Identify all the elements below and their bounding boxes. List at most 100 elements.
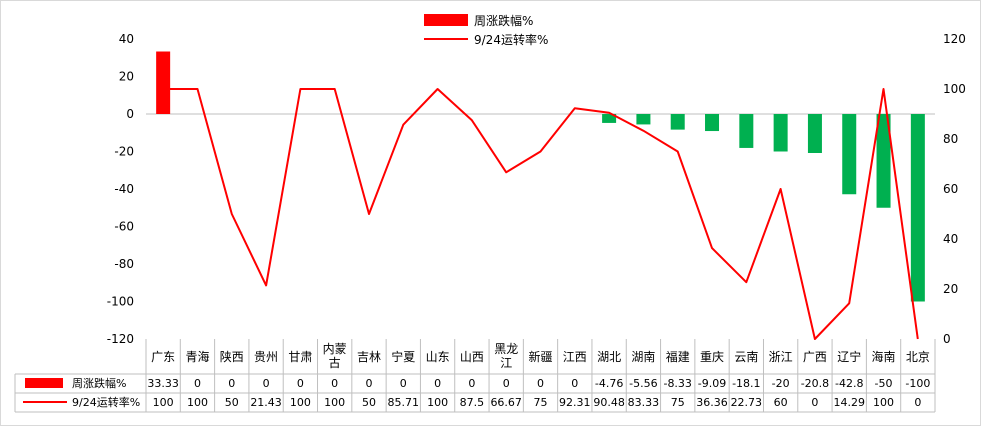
- category-label: 黑龙: [494, 342, 518, 356]
- table-bar-value: 0: [503, 377, 510, 390]
- category-label: 陕西: [220, 349, 244, 364]
- category-label: 青海: [185, 349, 209, 364]
- table-line-value: 0: [811, 396, 818, 409]
- left-axis-tick-label: -20: [114, 145, 134, 159]
- table-line-value: 60: [774, 396, 788, 409]
- table-line-value: 21.43: [250, 396, 282, 409]
- category-label: 湖北: [597, 349, 621, 364]
- right-axis-tick-label: 120: [943, 32, 966, 46]
- category-label: 福建: [666, 349, 690, 364]
- table-bar-value: 0: [400, 377, 407, 390]
- right-axis-tick-label: 40: [943, 232, 958, 246]
- table-line-value: 0: [914, 396, 921, 409]
- table-line-value: 22.73: [731, 396, 763, 409]
- table-bar-value: -18.1: [732, 377, 760, 390]
- table-bar-value: -100: [905, 377, 930, 390]
- table-bar-value: 0: [571, 377, 578, 390]
- category-label: 北京: [906, 350, 930, 364]
- table-bar-value: -42.8: [835, 377, 863, 390]
- table-bar-value: 0: [194, 377, 201, 390]
- table-line-value: 87.5: [460, 396, 485, 409]
- table-line-value: 50: [225, 396, 239, 409]
- table-line-value: 100: [290, 396, 311, 409]
- table-line-value: 92.31: [559, 396, 591, 409]
- table-bar-value: -20: [772, 377, 790, 390]
- left-axis-tick-label: -80: [114, 257, 134, 271]
- table-line-value: 100: [153, 396, 174, 409]
- table-line-value: 85.71: [388, 396, 420, 409]
- category-label: 广东: [151, 350, 175, 364]
- legend-bar-swatch: [424, 14, 468, 26]
- category-label: 贵州: [254, 350, 278, 364]
- right-axis-tick-label: 100: [943, 82, 966, 96]
- table-bar-value: 0: [228, 377, 235, 390]
- left-axis-tick-label: 20: [119, 70, 134, 84]
- table-bar-value: 0: [263, 377, 270, 390]
- category-label: 浙江: [769, 350, 793, 364]
- category-label: 云南: [734, 349, 758, 364]
- table-bar-value: 33.33: [147, 377, 179, 390]
- bar-辽宁: [842, 114, 856, 194]
- table-bar-series-label: 周涨跌幅%: [72, 376, 126, 390]
- bar-广西: [808, 114, 822, 153]
- category-label: 内蒙: [323, 342, 347, 356]
- table-line-value: 75: [671, 396, 685, 409]
- table-bar-value: -4.76: [595, 377, 623, 390]
- category-label: 湖南: [631, 349, 655, 364]
- category-label: 吉林: [357, 350, 381, 364]
- table-bar-value: 0: [468, 377, 475, 390]
- table-line-value: 75: [534, 396, 548, 409]
- legend-line-label: 9/24运转率%: [474, 32, 548, 47]
- left-axis-tick-label: -40: [114, 182, 134, 196]
- category-label: 辽宁: [837, 349, 861, 364]
- category-label: 甘肃: [288, 350, 312, 364]
- table-bar-value: 0: [434, 377, 441, 390]
- utilization-line: [163, 89, 918, 339]
- table-line-value: 100: [427, 396, 448, 409]
- table-bar-value: -20.8: [801, 377, 829, 390]
- left-axis-tick-label: -100: [107, 295, 134, 309]
- right-axis-tick-label: 20: [943, 282, 958, 296]
- right-axis-tick-label: 60: [943, 182, 958, 196]
- category-label: 山西: [460, 350, 484, 364]
- right-axis-tick-label: 0: [943, 332, 951, 346]
- bar-云南: [739, 114, 753, 148]
- left-axis-tick-label: 40: [119, 32, 134, 46]
- table-line-series-label: 9/24运转率%: [72, 395, 140, 409]
- category-label: 古: [329, 355, 341, 370]
- table-bar-value: -5.56: [629, 377, 657, 390]
- left-axis-tick-label: -120: [107, 332, 134, 346]
- bar-浙江: [774, 114, 788, 152]
- left-axis-tick-label: -60: [114, 220, 134, 234]
- category-label: 山东: [426, 350, 450, 364]
- table-line-value: 14.29: [833, 396, 865, 409]
- bar-北京: [911, 114, 925, 302]
- category-label: 新疆: [528, 349, 552, 364]
- table-line-value: 66.67: [490, 396, 522, 409]
- category-label: 江: [500, 356, 512, 370]
- table-bar-value: -8.33: [663, 377, 691, 390]
- table-bar-value: 0: [365, 377, 372, 390]
- right-axis-tick-label: 80: [943, 132, 958, 146]
- table-line-value: 100: [324, 396, 345, 409]
- left-axis-tick-label: 0: [126, 107, 134, 121]
- table-line-value: 100: [187, 396, 208, 409]
- table-line-value: 100: [873, 396, 894, 409]
- table-bar-value: 0: [537, 377, 544, 390]
- table-line-value: 90.48: [593, 396, 625, 409]
- bar-广东: [156, 52, 170, 114]
- bar-重庆: [705, 114, 719, 131]
- table-bar-value: 0: [297, 377, 304, 390]
- category-label: 广西: [803, 350, 827, 364]
- table-bar-value: -50: [875, 377, 893, 390]
- table-line-value: 36.36: [696, 396, 728, 409]
- table-bar-key: [25, 378, 63, 388]
- category-label: 江西: [563, 350, 587, 364]
- category-label: 重庆: [700, 350, 724, 364]
- table-line-value: 83.33: [628, 396, 660, 409]
- table-bar-value: -9.09: [698, 377, 726, 390]
- table-line-value: 50: [362, 396, 376, 409]
- legend-bar-label: 周涨跌幅%: [474, 13, 533, 28]
